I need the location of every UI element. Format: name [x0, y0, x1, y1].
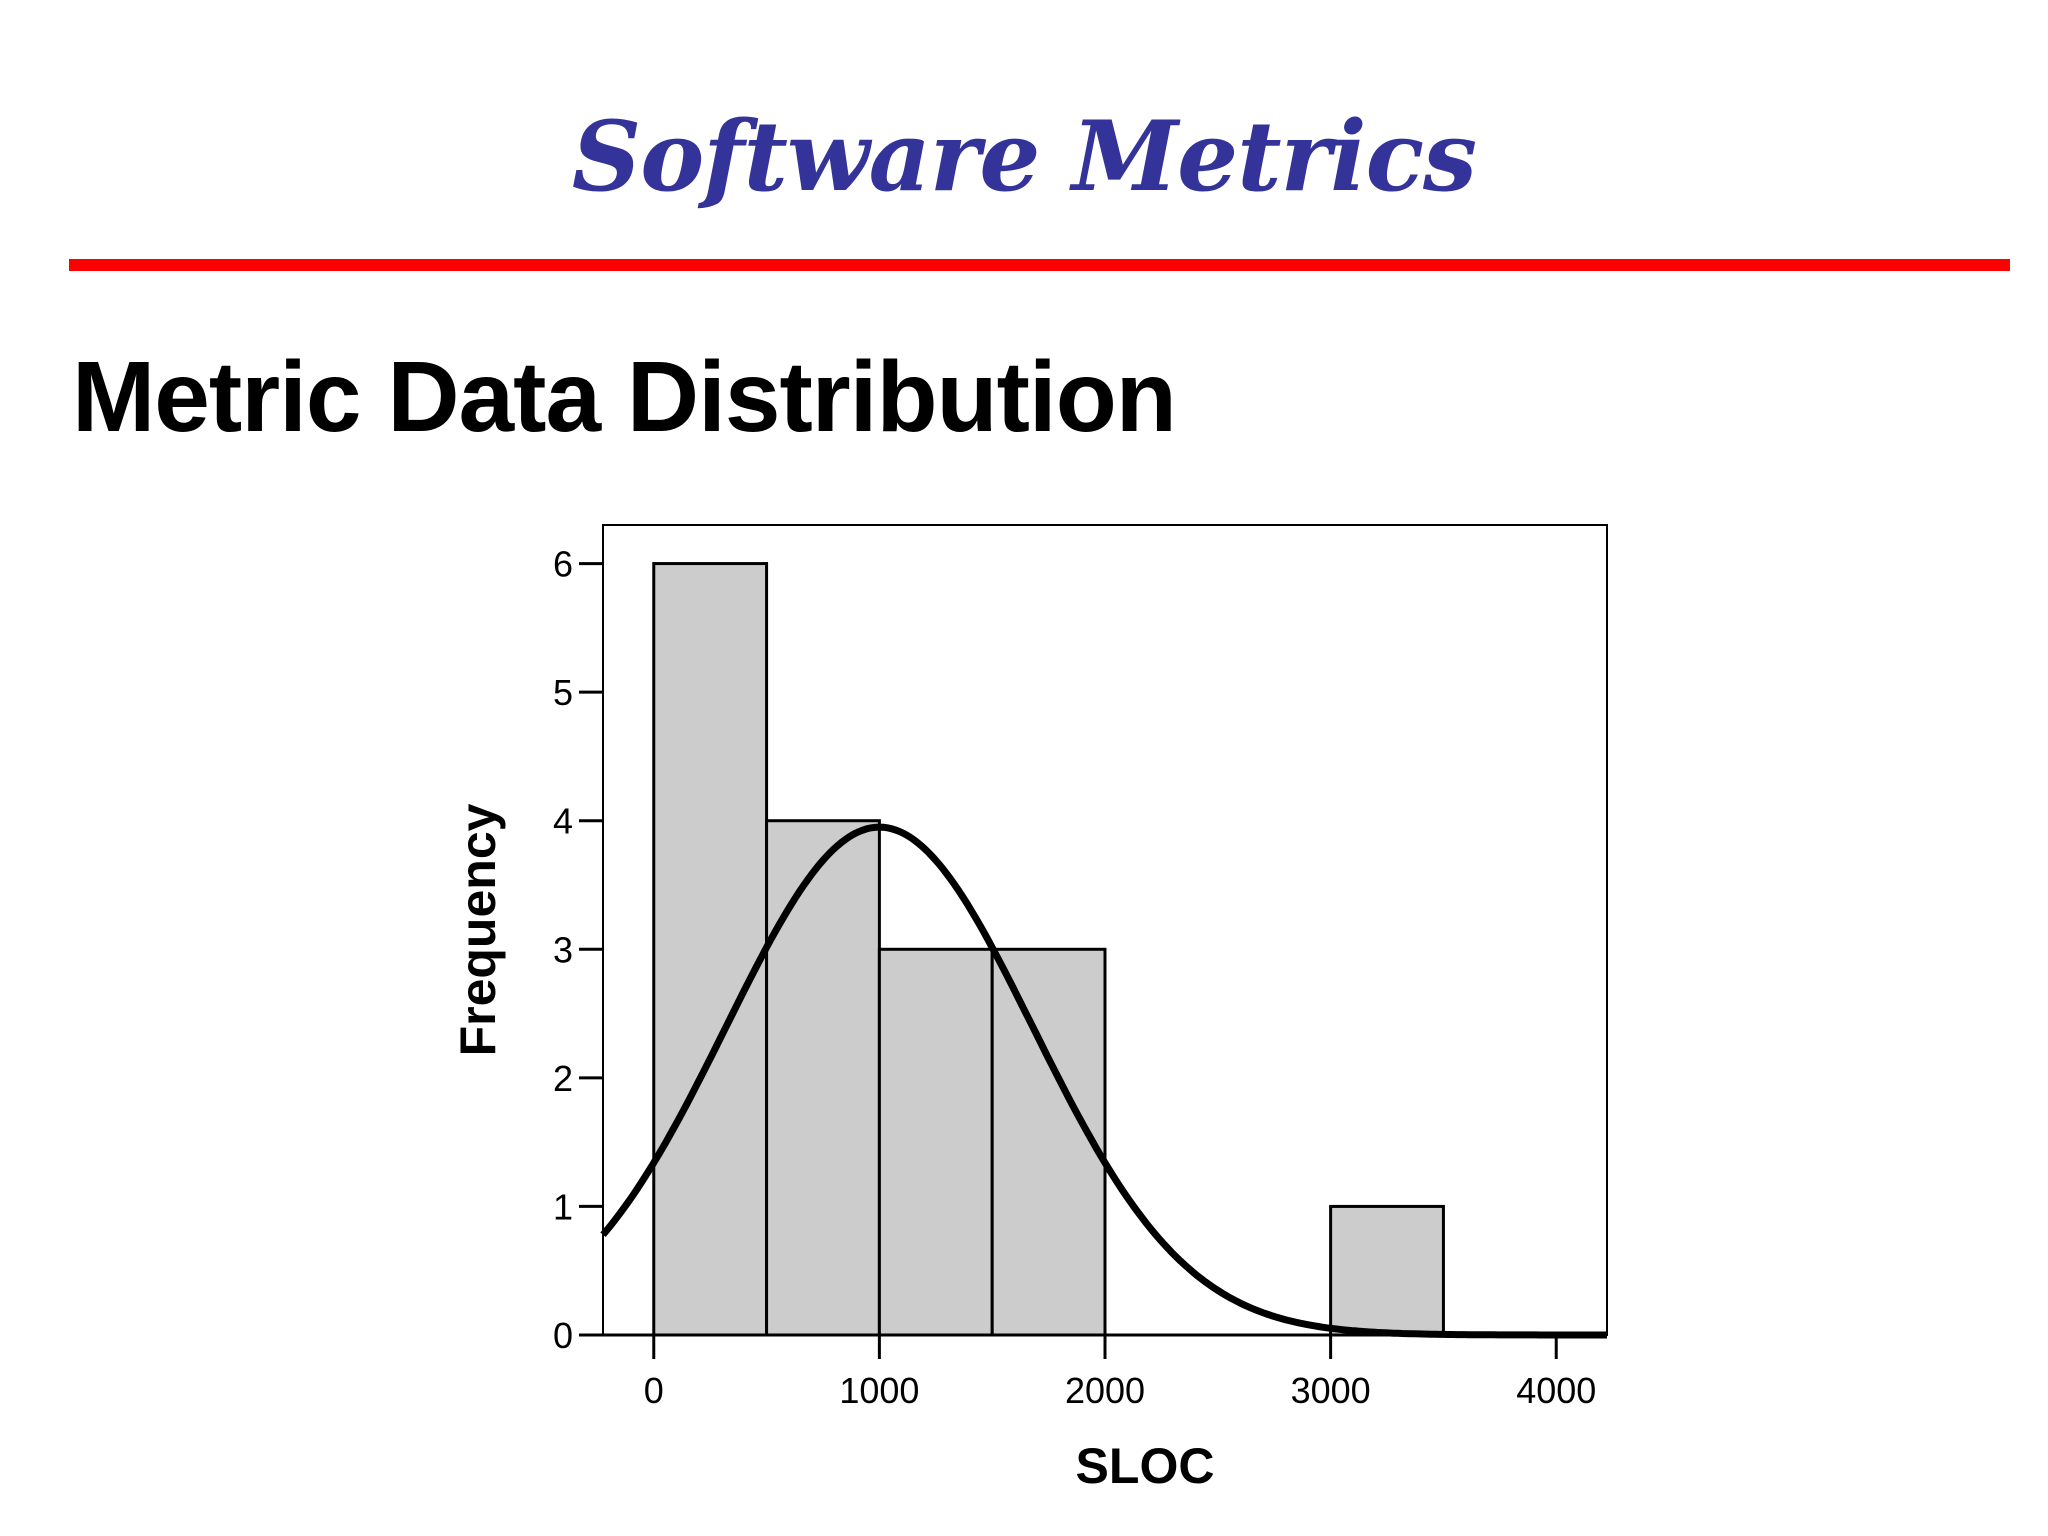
histogram-bar	[990, 947, 1107, 1337]
slide-title: Metric Data Distribution	[72, 341, 1177, 453]
axes-group: 0 1 2 3 4 5 6 0 1000 2000 3000 4000	[553, 544, 1607, 1411]
y-tick-label: 3	[553, 929, 573, 970]
x-tick-label: 0	[644, 1370, 664, 1411]
y-tick-label: 2	[553, 1058, 573, 1099]
x-tick-label: 4000	[1516, 1370, 1596, 1411]
histogram-bar	[1329, 1204, 1445, 1337]
y-tick-label: 6	[553, 544, 573, 585]
histogram-bar	[877, 947, 994, 1337]
x-axis-title: SLOC	[1076, 1438, 1215, 1494]
x-tick-label: 1000	[839, 1370, 919, 1411]
y-tick-label: 1	[553, 1186, 573, 1227]
y-tick-label: 4	[553, 801, 573, 842]
x-tick-label: 3000	[1291, 1370, 1371, 1411]
normal-curve	[600, 823, 1607, 1339]
bars-group	[652, 562, 1445, 1337]
y-tick-label: 5	[553, 672, 573, 713]
histogram-bar	[765, 819, 881, 1337]
x-tick-label: 2000	[1065, 1370, 1145, 1411]
y-axis-title: Frequency	[450, 803, 506, 1056]
histogram-bar	[652, 562, 769, 1337]
header-divider	[69, 259, 2010, 271]
slide-header-title: Software Metrics	[571, 100, 1477, 213]
y-tick-label: 0	[553, 1315, 573, 1356]
